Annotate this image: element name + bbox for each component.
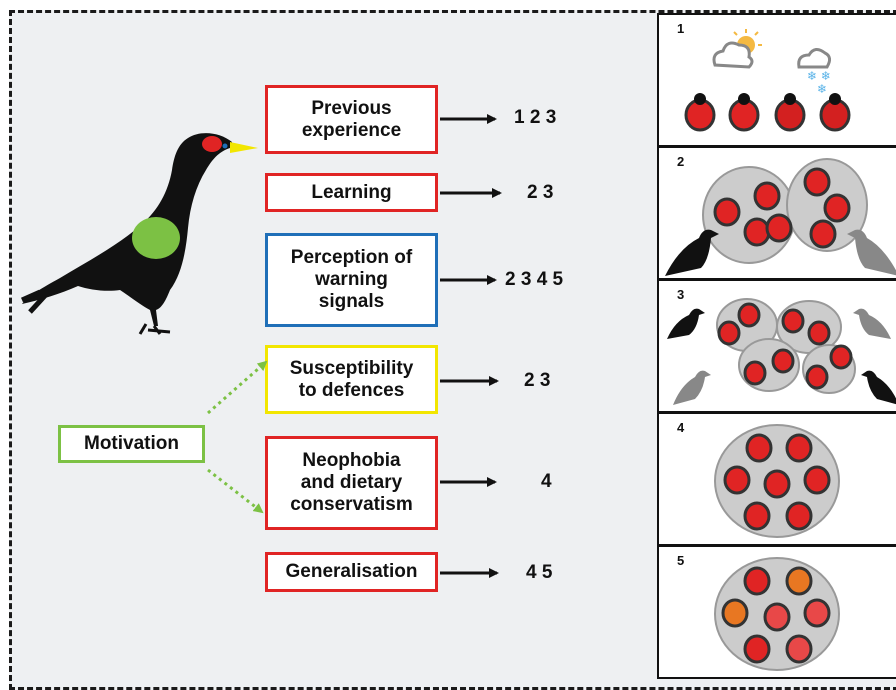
numbers-neophobia: 4	[541, 471, 552, 492]
factor-box-susceptibility: Susceptibility to defences	[265, 345, 438, 414]
numbers-perception: 2 3 4 5	[505, 269, 564, 290]
motivation-box: Motivation	[58, 425, 205, 463]
ladybird-groups-with-birds	[665, 158, 896, 276]
svg-text:❄ ❄: ❄ ❄	[807, 69, 831, 83]
svg-text:❄: ❄	[817, 82, 827, 96]
bird-illustration	[20, 133, 258, 335]
scenario-panel-2: 2	[657, 146, 896, 280]
panel-number: 4	[677, 420, 685, 435]
motivation-arrow-down	[207, 468, 264, 514]
colour-variant-ladybirds	[714, 557, 840, 671]
numbers-susceptibility: 2 3	[524, 370, 551, 391]
numbers-previous-experience: 1 2 3	[514, 107, 557, 128]
scenario-panel-1: 1 ❄ ❄ ❄	[657, 13, 896, 147]
motivation-arrow-up	[207, 360, 268, 415]
panel-number: 3	[677, 287, 685, 302]
factor-box-previous-experience: Previous experience	[265, 85, 438, 154]
panel-number: 1	[677, 21, 685, 36]
single-group-ladybirds	[714, 424, 840, 538]
mixed-groups-with-birds	[667, 298, 896, 405]
scenario-panel-3: 3	[657, 279, 896, 413]
factor-box-learning: Learning	[265, 173, 438, 212]
panel-number: 5	[677, 553, 685, 568]
scenario-panel-4: 4	[657, 412, 896, 546]
panel-number: 2	[677, 154, 685, 169]
scenario-panel-5: 5	[657, 545, 896, 679]
factor-box-perception: Perception of warning signals	[265, 233, 438, 327]
numbers-learning: 2 3	[527, 182, 554, 203]
numbers-generalisation: 4 5	[526, 562, 553, 583]
ladybird-row	[684, 93, 851, 132]
factor-box-neophobia: Neophobia and dietary conservatism	[265, 436, 438, 530]
weather-and-ladybirds: ❄ ❄ ❄	[684, 29, 851, 132]
factor-box-generalisation: Generalisation	[265, 552, 438, 592]
